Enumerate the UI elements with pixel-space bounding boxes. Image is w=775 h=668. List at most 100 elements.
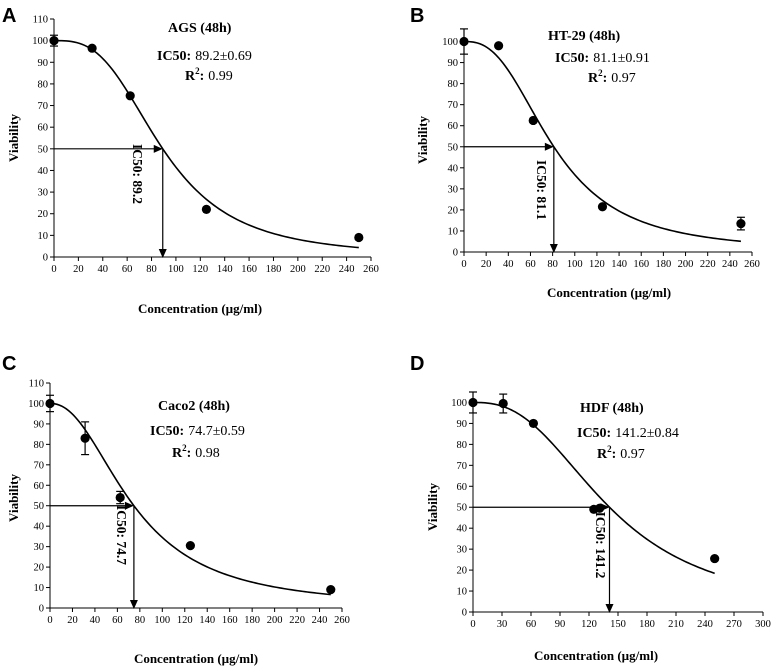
y-tick-label: 60 [448, 121, 459, 132]
x-tick-label: 40 [503, 259, 514, 270]
x-tick-label: 30 [497, 619, 508, 630]
ic50-stat: IC50: 89.2±0.69 [157, 49, 252, 64]
x-tick-label: 180 [244, 615, 260, 626]
data-point [528, 418, 539, 429]
x-tick-label: 240 [339, 264, 355, 275]
data-point [468, 397, 478, 408]
ic50-vertical-arrowhead [158, 249, 167, 258]
data-point [115, 492, 125, 503]
y-tick-label: 0 [39, 604, 44, 615]
ic50-stat-label: IC50: [577, 426, 611, 441]
ic50-stat: IC50: 141.2±0.84 [577, 426, 679, 441]
y-axis-label: Viability [6, 474, 21, 522]
x-tick-label: 160 [222, 615, 238, 626]
y-tick-label: 60 [457, 482, 468, 493]
ic50-stat-value: 141.2±0.84 [615, 426, 679, 441]
y-tick-label: 40 [448, 163, 459, 174]
ic50-stat-label: IC50: [157, 49, 191, 64]
ic50-horizontal-arrowhead [124, 501, 134, 510]
data-point [459, 36, 469, 47]
x-tick-label: 180 [656, 259, 672, 270]
r2-stat-superscript: 2 [607, 444, 612, 454]
y-tick-label: 0 [462, 608, 467, 619]
data-point [597, 202, 608, 212]
x-tick-label: 0 [51, 264, 56, 275]
data-point [498, 398, 508, 409]
y-tick-label: 20 [457, 566, 468, 577]
y-tick-label: 30 [38, 188, 49, 199]
x-tick-label: 240 [697, 619, 713, 630]
data-point [87, 43, 97, 53]
y-tick-label: 90 [38, 58, 49, 69]
r2-stat-superscript: 2 [195, 66, 200, 76]
x-tick-label: 90 [555, 619, 566, 630]
x-tick-label: 220 [700, 259, 716, 270]
panel-b: B0 20 40 60 80 100 120 140 160 180 200 220 240 260010… [410, 5, 760, 300]
x-tick-label: 60 [112, 615, 123, 626]
x-tick-label: 260 [744, 259, 760, 270]
y-tick-label: 10 [448, 226, 459, 237]
x-tick-label: 120 [177, 615, 193, 626]
x-tick-label: 0 [47, 615, 52, 626]
ic50-marker-label: IC50: 81.1 [534, 160, 549, 220]
y-tick-label: 40 [457, 524, 468, 535]
r2-stat-value: 0.97 [611, 71, 636, 86]
x-tick-label: 260 [363, 264, 379, 275]
x-tick-label: 40 [90, 615, 101, 626]
y-tick-label: 40 [34, 522, 45, 533]
y-tick-label: 50 [38, 144, 49, 155]
y-tick-label: 10 [457, 587, 468, 598]
r2-stat-label: R [172, 446, 183, 461]
ic50-horizontal-arrowhead [544, 142, 554, 151]
panel-c: C0 20 40 60 80 100 120 140 160 180 200 220 240 260010… [2, 353, 350, 666]
panel-letter: D [410, 353, 424, 375]
y-tick-label: 90 [34, 419, 45, 430]
x-tick-label: 140 [199, 615, 215, 626]
x-tick-label: 200 [267, 615, 283, 626]
r2-stat: R2: 0.97 [597, 444, 645, 462]
ic50-stat-value: 74.7±0.59 [188, 424, 245, 439]
y-tick-label: 70 [457, 461, 468, 472]
y-tick-label: 100 [451, 398, 467, 409]
ic50-stat-value: 89.2±0.69 [195, 49, 252, 64]
ic50-stat-value: 81.1±0.91 [593, 51, 650, 66]
x-tick-label: 160 [633, 259, 649, 270]
x-tick-label: 120 [192, 264, 208, 275]
ic50-stat-label: IC50: [150, 424, 184, 439]
x-tick-label: 80 [135, 615, 146, 626]
y-axis-label: Viability [6, 114, 21, 162]
data-point [125, 91, 135, 101]
x-tick-label: 240 [312, 615, 328, 626]
y-tick-label: 100 [32, 36, 48, 47]
y-tick-label: 20 [38, 209, 49, 220]
ic50-stat-label: IC50: [555, 51, 589, 66]
panel-letter: C [2, 353, 16, 375]
y-tick-label: 80 [38, 79, 49, 90]
x-axis-label: Concentration (µg/ml) [547, 285, 671, 300]
y-tick-label: 50 [448, 142, 459, 153]
y-tick-label: 40 [38, 166, 49, 177]
data-point [736, 218, 746, 229]
y-tick-label: 50 [457, 503, 468, 514]
r2-stat: R2: 0.99 [185, 66, 233, 84]
fitted-curve [49, 402, 331, 596]
data-point [326, 584, 336, 595]
r2-stat-colon: : [200, 69, 205, 84]
y-tick-label: 80 [448, 79, 459, 90]
y-tick-label: 90 [457, 419, 468, 430]
r2-stat-value: 0.98 [195, 446, 220, 461]
y-tick-label: 20 [34, 563, 45, 574]
y-tick-label: 30 [34, 542, 45, 553]
y-tick-label: 0 [43, 253, 48, 264]
y-axis-label: Viability [415, 116, 430, 164]
data-point [49, 36, 59, 46]
y-tick-label: 100 [28, 399, 44, 410]
y-tick-label: 20 [448, 205, 459, 216]
x-tick-label: 150 [610, 619, 626, 630]
r2-stat-value: 0.99 [208, 69, 233, 84]
x-tick-label: 260 [334, 615, 350, 626]
r2-stat-colon: : [612, 447, 617, 462]
data-point [45, 398, 55, 409]
y-tick-label: 60 [34, 481, 45, 492]
